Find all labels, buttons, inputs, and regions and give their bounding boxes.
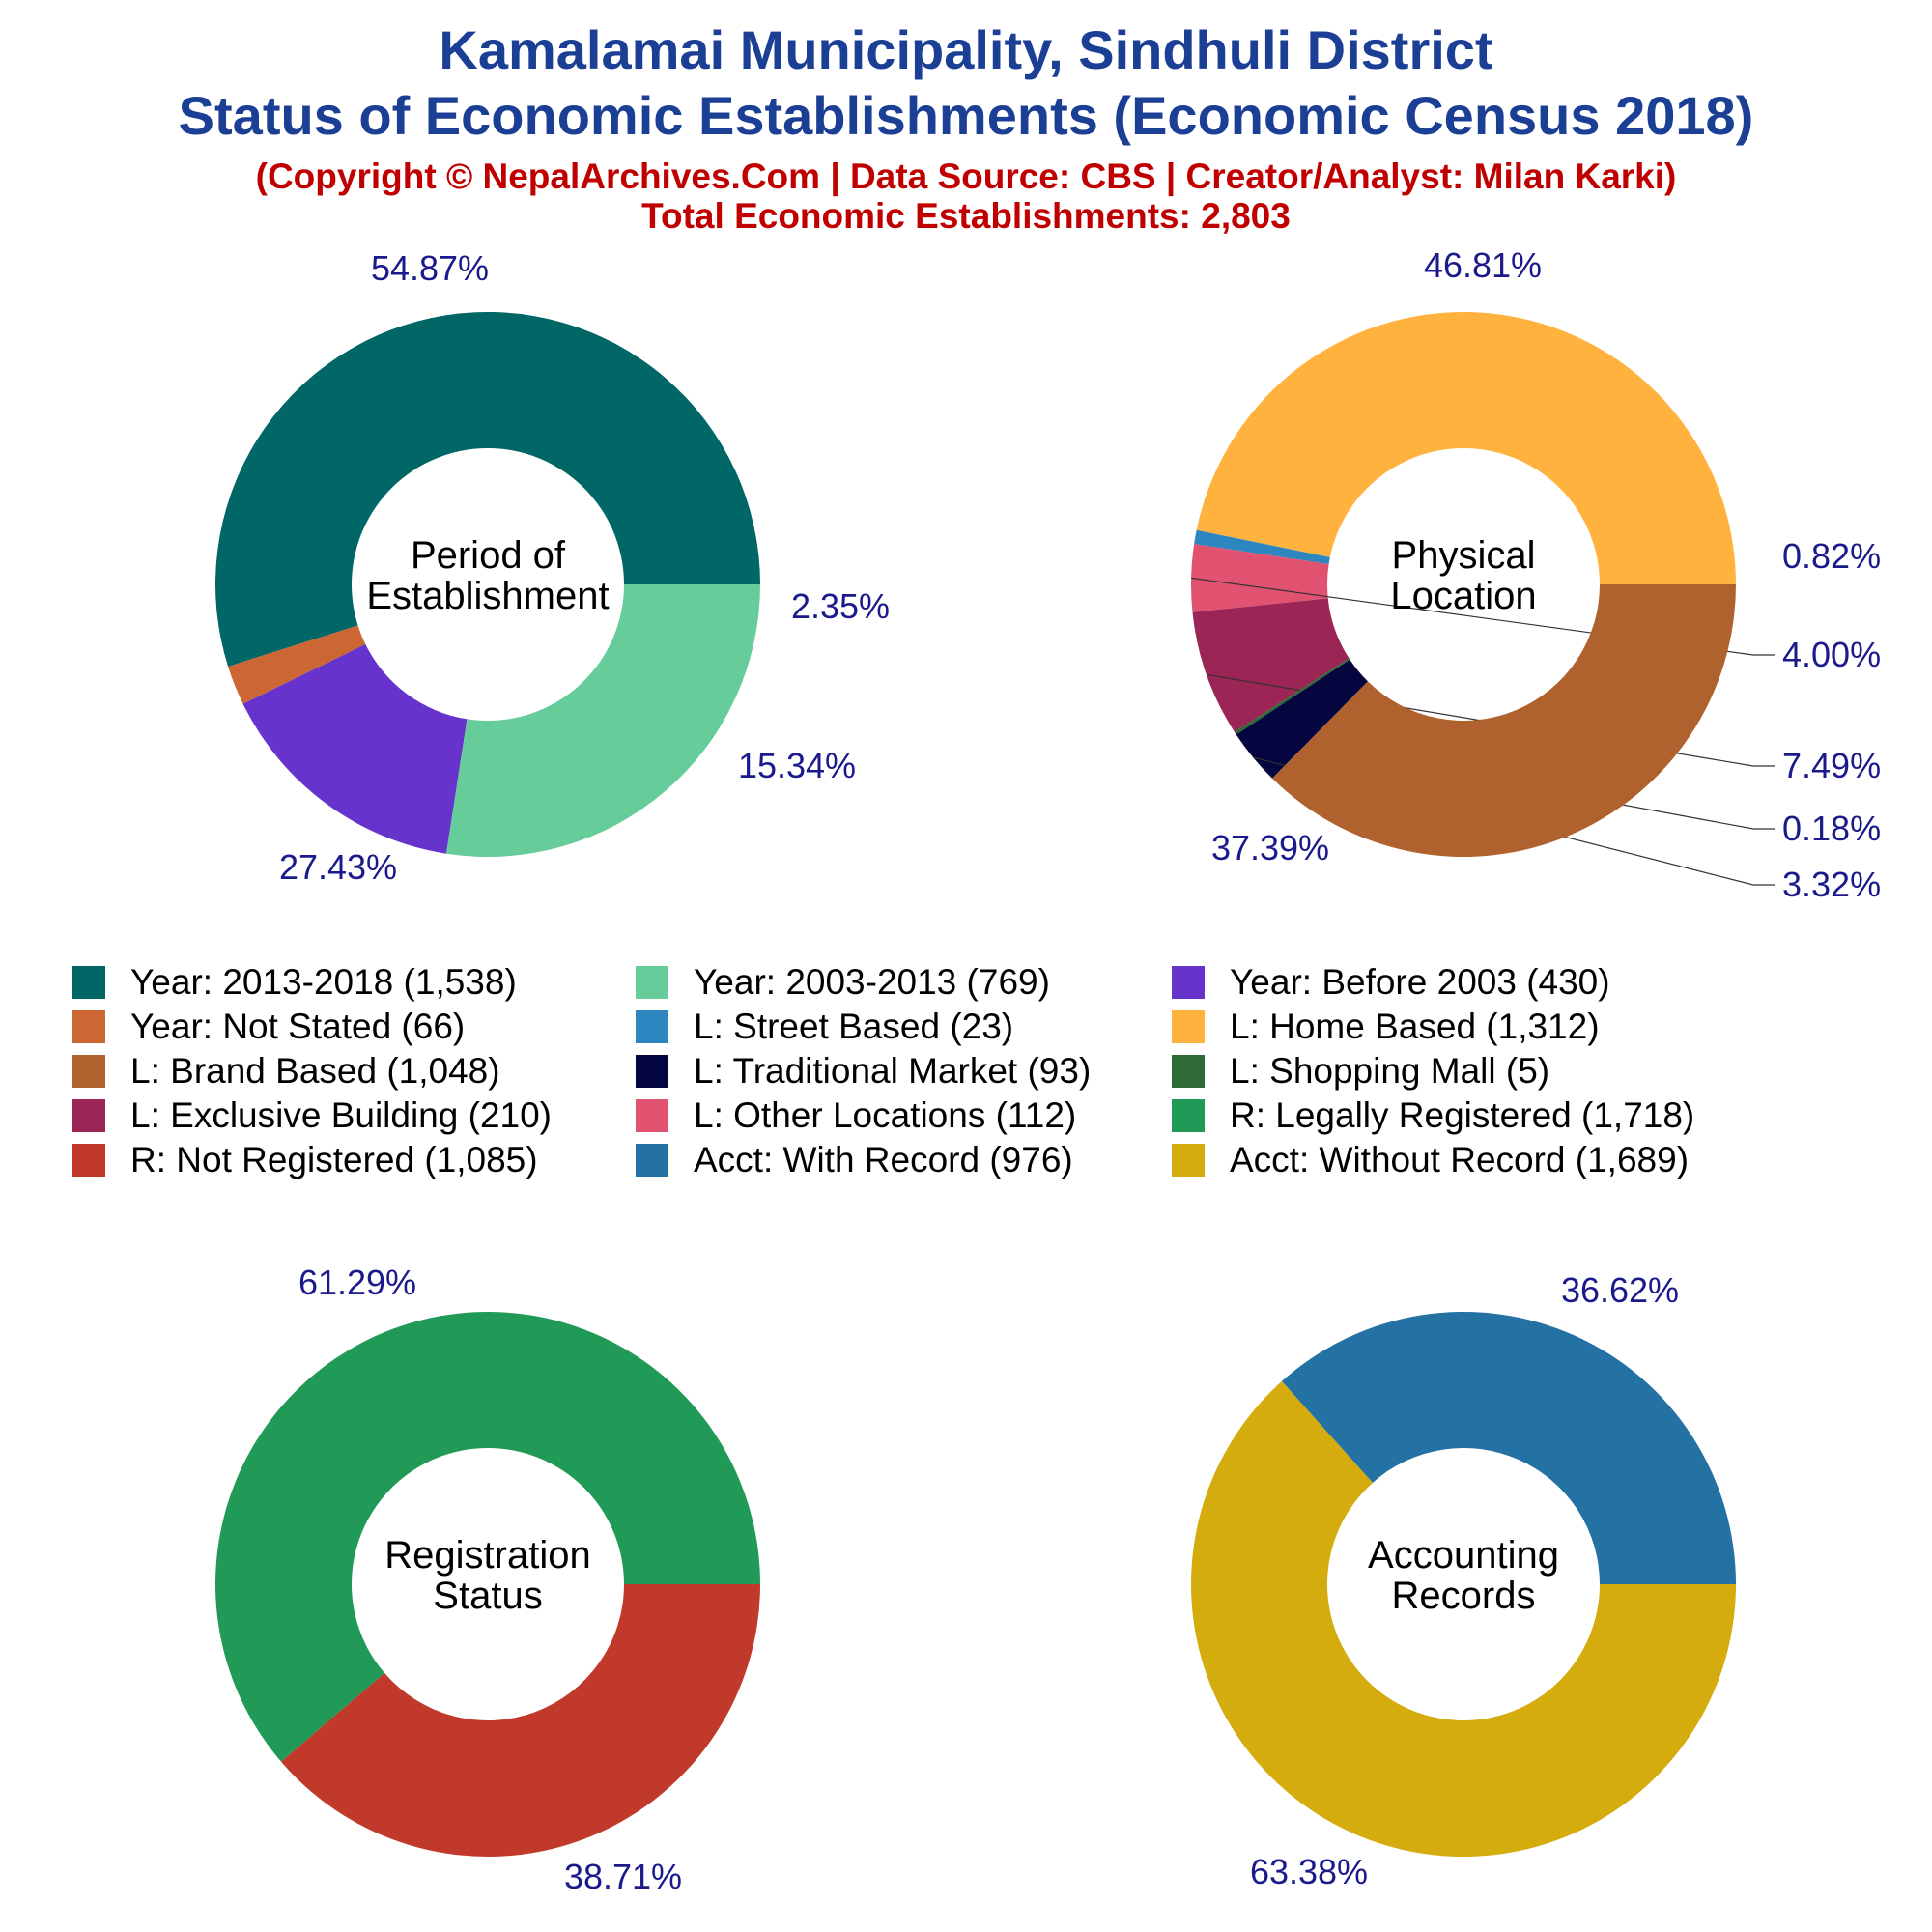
percent-label: 38.71% <box>564 1857 682 1896</box>
percent-label: 27.43% <box>279 847 397 887</box>
slice-l-other-locations <box>1191 544 1329 612</box>
legend-swatch <box>636 966 668 999</box>
legend-label: L: Shopping Mall (5) <box>1230 1051 1550 1091</box>
legend-item: R: Legally Registered (1,718) <box>1172 1094 1694 1137</box>
slice-r-not-registered <box>281 1584 760 1858</box>
legend-label: R: Not Registered (1,085) <box>130 1140 538 1179</box>
legend-item: Year: 2013-2018 (1,538) <box>72 961 517 1004</box>
legend-label: L: Exclusive Building (210) <box>130 1095 552 1135</box>
percent-label: 4.00% <box>1782 635 1881 674</box>
slice-year-not-stated <box>228 625 366 704</box>
legend-label: Year: Before 2003 (430) <box>1230 962 1610 1002</box>
legend-label: L: Traditional Market (93) <box>694 1051 1092 1091</box>
legend-swatch <box>1172 1144 1205 1177</box>
legend-label: R: Legally Registered (1,718) <box>1230 1095 1695 1135</box>
leader-line <box>1190 577 1775 656</box>
legend-item: Acct: With Record (976) <box>636 1139 1073 1181</box>
legend-item: Year: 2003-2013 (769) <box>636 961 1050 1004</box>
legend-swatch <box>1172 1099 1205 1132</box>
percent-label: 0.82% <box>1782 536 1881 576</box>
slice-acct-without-record <box>1191 1380 1736 1857</box>
legend-label: L: Street Based (23) <box>694 1007 1014 1046</box>
slice-l-home-based <box>1196 311 1736 584</box>
slice-l-shopping-mall <box>1234 658 1350 735</box>
center-label: Accounting <box>1368 1534 1559 1577</box>
center-label: Period of <box>411 534 566 577</box>
donut-chart-1: 54.87% 2.35% 15.34% 27.43% Period ofEstablis… <box>214 248 890 887</box>
title-line-2: Status of Economic Establishments (Econo… <box>178 85 1754 146</box>
legend-swatch <box>72 966 105 999</box>
center-label: Records <box>1392 1575 1536 1617</box>
legend-label: Acct: Without Record (1,689) <box>1230 1140 1690 1179</box>
legend-swatch <box>636 1099 668 1132</box>
legend-swatch <box>72 1055 105 1088</box>
legend-swatch <box>1172 1055 1205 1088</box>
legend-item: Acct: Without Record (1,689) <box>1172 1139 1689 1181</box>
legend-swatch <box>636 1055 668 1088</box>
legend-item: L: Street Based (23) <box>636 1006 1013 1048</box>
slice-year-before-2003 <box>242 643 468 854</box>
legend-item: L: Other Locations (112) <box>636 1094 1076 1137</box>
legend-swatch <box>636 1010 668 1043</box>
legend-swatch <box>1172 966 1205 999</box>
slice-l-exclusive-building <box>1192 598 1350 732</box>
legend-swatch <box>72 1010 105 1043</box>
legend-swatch <box>72 1144 105 1177</box>
percent-label: 0.18% <box>1782 809 1881 848</box>
percent-label: 54.87% <box>371 248 489 288</box>
center-label: Registration <box>384 1534 590 1577</box>
legend-label: L: Home Based (1,312) <box>1230 1007 1600 1046</box>
percent-label: 61.29% <box>298 1263 416 1302</box>
slice-l-brand-based <box>1271 584 1736 857</box>
percent-label: 36.62% <box>1561 1270 1679 1310</box>
legend-item: L: Traditional Market (93) <box>636 1050 1091 1093</box>
legend-item: L: Shopping Mall (5) <box>1172 1050 1549 1093</box>
slice-l-traditional-market <box>1236 659 1368 779</box>
legend-swatch <box>636 1144 668 1177</box>
legend-label: Year: Not Stated (66) <box>130 1007 466 1046</box>
legend-label: L: Brand Based (1,048) <box>130 1051 500 1091</box>
percent-label: 63.38% <box>1250 1852 1368 1891</box>
legend-item: L: Exclusive Building (210) <box>72 1094 552 1137</box>
legend-item: Year: Before 2003 (430) <box>1172 961 1610 1004</box>
legend-label: Year: 2003-2013 (769) <box>694 962 1050 1002</box>
legend-label: Acct: With Record (976) <box>694 1140 1073 1179</box>
legend-item: L: Brand Based (1,048) <box>72 1050 500 1093</box>
total-establishments: Total Economic Establishments: 2,803 <box>641 196 1291 236</box>
slice-year-2003-2013 <box>446 584 760 857</box>
slice-l-street-based <box>1194 529 1330 565</box>
center-label: Physical <box>1392 534 1536 577</box>
title-line-1: Kamalamai Municipality, Sindhuli Distric… <box>439 19 1493 80</box>
legend-swatch <box>72 1099 105 1132</box>
percent-label: 46.81% <box>1424 245 1542 285</box>
legend-item: L: Home Based (1,312) <box>1172 1006 1600 1048</box>
center-label: Location <box>1390 575 1536 617</box>
legend-item: R: Not Registered (1,085) <box>72 1139 538 1181</box>
percent-label: 2.35% <box>791 586 890 626</box>
slice-year-2013-2018 <box>214 312 760 667</box>
percent-label: 7.49% <box>1782 746 1881 785</box>
legend-label: Year: 2013-2018 (1,538) <box>130 962 517 1002</box>
percent-label: 37.39% <box>1211 828 1329 867</box>
center-label: Status <box>433 1575 542 1617</box>
legend-label: L: Other Locations (112) <box>694 1095 1077 1135</box>
center-label: Establishment <box>366 575 609 617</box>
legend-swatch <box>1172 1010 1205 1043</box>
slice-r-legally-registered <box>215 1311 761 1762</box>
donut-chart-2: 46.81% 0.82% 4.00% 7.49% 0.18% 3.32% 37.39% Phy… <box>1190 245 1881 904</box>
slice-acct-with-record <box>1281 1311 1736 1584</box>
percent-label: 15.34% <box>738 746 856 785</box>
legend-item: Year: Not Stated (66) <box>72 1006 465 1048</box>
copyright-line: (Copyright © NepalArchives.Com | Data So… <box>255 156 1677 196</box>
percent-label: 3.32% <box>1782 865 1881 904</box>
